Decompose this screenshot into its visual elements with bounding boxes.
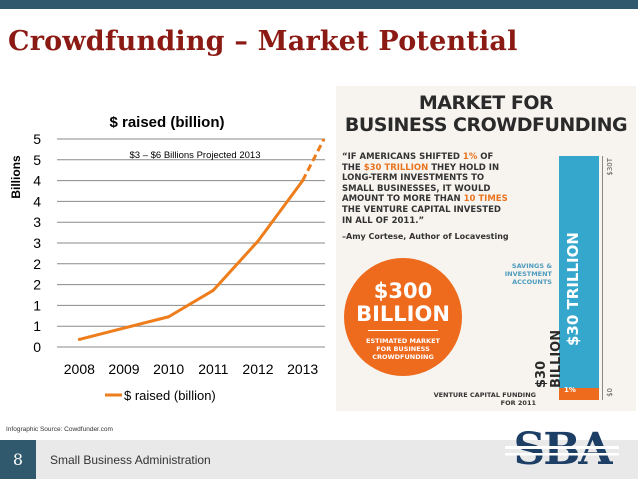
infographic-quote: “IF AMERICANS SHIFTED 1% OF THE $30 TRIL…: [342, 152, 510, 226]
y-tick-label: 4: [33, 173, 41, 189]
chart-title: $ raised (billion): [109, 114, 224, 131]
y-tick-label: 2: [33, 256, 41, 272]
x-tick-label: 2013: [287, 361, 318, 377]
infographic-heading-line2: BUSINESS CROWDFUNDING: [344, 114, 628, 136]
top-accent-bar: [0, 0, 638, 9]
line-chart: $ raised (billion) Billions 01122334455 …: [9, 114, 326, 403]
x-tick-label: 2009: [108, 361, 139, 377]
circle-unit: BILLION: [356, 302, 450, 326]
sba-logo-stripe: [505, 446, 619, 449]
thirty-billion-label: $30 BILLION: [534, 329, 564, 388]
gridlines: [57, 138, 325, 348]
x-tick-label: 2012: [242, 361, 273, 377]
legend: $ raised (billion): [105, 388, 216, 403]
crowdfunding-infographic: MARKET FOR BUSINESS CROWDFUNDING “IF AME…: [336, 86, 636, 411]
y-axis-label: Billions: [9, 155, 23, 199]
y-tick-label: 3: [33, 214, 41, 230]
y-tick-label: 5: [33, 152, 41, 168]
quote-highlight: 1%: [462, 152, 478, 162]
page-number: 8: [0, 440, 36, 479]
y-tick-label: 1: [33, 297, 41, 313]
circle-divider: [368, 330, 438, 331]
projection-line: [301, 138, 326, 182]
legend-label: $ raised (billion): [124, 388, 216, 403]
y-tick-label: 4: [33, 193, 41, 209]
sba-logo: SBA: [505, 424, 619, 470]
quote-text: THEY HOLD IN LONG-TERM INVESTMENTS TO SM…: [342, 162, 500, 205]
footer-text: Small Business Administration: [50, 453, 211, 467]
vc-bar: [559, 388, 599, 400]
quote-highlight: 10 TIMES: [463, 194, 508, 205]
quote-text: THE VENTURE CAPITAL INVESTED IN ALL OF 2…: [342, 204, 501, 226]
circle-amount: $300: [373, 279, 433, 303]
x-tick-label: 2011: [198, 361, 228, 377]
series-line: [78, 179, 304, 341]
savings-bar: [559, 156, 599, 388]
y-tick-label: 5: [33, 131, 41, 147]
sba-logo-stripe: [505, 453, 619, 456]
data-point: [77, 337, 81, 341]
axis-top-label: $30T: [606, 158, 614, 176]
savings-label: SAVINGS & INVESTMENT ACCOUNTS: [504, 262, 552, 286]
market-circle: $300 BILLION ESTIMATED MARKET FOR BUSINE…: [344, 258, 462, 376]
x-tick-label: 2010: [153, 361, 184, 377]
quote-text: OF THE: [342, 152, 494, 173]
slide-title: Crowdfunding – Market Potential: [8, 26, 518, 57]
axis-zero-label: $0: [606, 388, 614, 397]
x-tick-labels: 2008 2009 2010 2011 2012 2013: [64, 361, 319, 377]
savings-bar-label: $30 TRILLION: [564, 232, 582, 346]
circle-caption: ESTIMATED MARKET FOR BUSINESS CROWDFUNDI…: [366, 337, 440, 361]
x-tick-label: 2008: [64, 361, 95, 377]
y-tick-label: 0: [33, 339, 41, 355]
data-point: [256, 239, 260, 243]
projection-annotation: $3 – $6 Billions Projected 2013: [130, 150, 261, 161]
data-point: [167, 315, 171, 319]
y-tick-label: 1: [33, 318, 41, 334]
data-point: [122, 326, 126, 330]
data-point: [211, 288, 215, 292]
infographic-heading-line1: MARKET FOR: [418, 92, 554, 114]
vc-label: VENTURE CAPITAL FUNDING FOR 2011: [433, 391, 536, 407]
y-tick-label: 2: [33, 277, 41, 293]
quote-text: “IF AMERICANS SHIFTED: [342, 152, 463, 162]
quote-highlight: $30 TRILLION: [363, 162, 429, 173]
quote-attribution: –Amy Cortese, Author of Locavesting: [342, 232, 509, 241]
y-tick-labels: 0 1 1 2 2 3 3 4 4 5 5: [33, 131, 41, 355]
series-lines: [77, 138, 326, 341]
y-tick-label: 3: [33, 235, 41, 251]
vc-bar-label: 1%: [564, 386, 576, 394]
infographic-source: Infographic Source: Cowdfunder.com: [6, 426, 113, 433]
infographic-axis: [602, 156, 603, 400]
